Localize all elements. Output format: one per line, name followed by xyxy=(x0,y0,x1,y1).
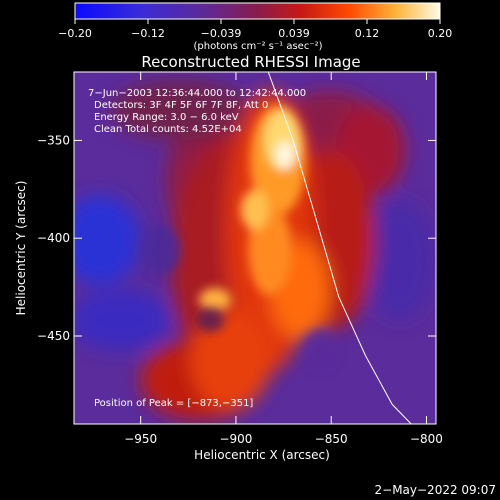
detectors-info: Detectors: 3F 4F 5F 6F 7F 8F, Att 0 xyxy=(94,100,268,111)
x-axis-ticks: −950 −900 −850 −800 xyxy=(124,72,443,446)
generated-timestamp: 2−May−2022 09:07 xyxy=(375,483,497,497)
colorbar-tick-label: 0.20 xyxy=(428,27,453,40)
colorbar-tick-label: 0.12 xyxy=(355,27,380,40)
energy-range-info: Energy Range: 3.0 − 6.0 keV xyxy=(94,112,239,123)
y-axis-label: Heliocentric Y (arcsec) xyxy=(14,181,28,316)
clean-counts-info: Clean Total counts: 4.52E+04 xyxy=(94,124,242,135)
colorbar-tick-label: −0.12 xyxy=(131,27,165,40)
x-tick-label: −800 xyxy=(410,432,443,446)
dark-pockets xyxy=(140,225,338,370)
colorbar-tick-label: −0.039 xyxy=(201,27,242,40)
x-tick-label: −900 xyxy=(219,432,252,446)
observation-time: 7−Jun−2003 12:36:44.000 to 12:42:44.000 xyxy=(88,88,306,99)
x-tick-label: −850 xyxy=(315,432,348,446)
y-axis-ticks: −350 −400 −450 xyxy=(37,133,436,343)
y-tick-label: −450 xyxy=(37,329,70,343)
colorbar-ticks xyxy=(74,19,441,24)
colorbar xyxy=(74,2,441,20)
solar-limb-curve xyxy=(267,72,412,424)
plot-frame xyxy=(73,71,437,425)
colorbar-tick-label: −0.20 xyxy=(58,27,92,40)
chart-title: Reconstructed RHESSI Image xyxy=(141,53,360,71)
x-axis-label: Heliocentric X (arcsec) xyxy=(194,448,330,462)
colorbar-units: (photons cm⁻² s⁻¹ asec⁻²) xyxy=(193,41,322,52)
emission-core xyxy=(199,105,306,312)
y-tick-label: −400 xyxy=(37,231,70,245)
colorbar-tick-label: 0.039 xyxy=(278,27,310,40)
y-tick-label: −350 xyxy=(37,133,70,147)
peak-position-label: Position of Peak = [−873,−351] xyxy=(94,398,253,409)
x-tick-label: −950 xyxy=(124,432,157,446)
